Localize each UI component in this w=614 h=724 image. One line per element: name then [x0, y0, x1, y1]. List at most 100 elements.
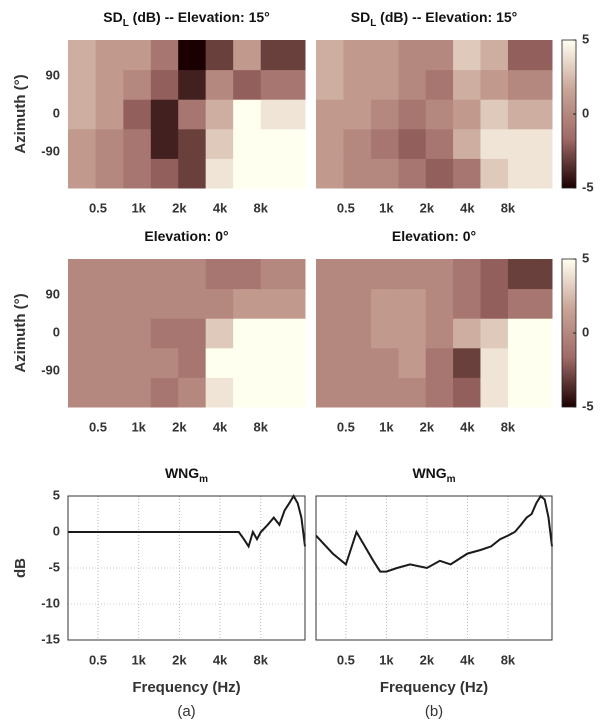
heatmap-cell [68, 158, 97, 189]
x-tick-label: 0.5 [337, 419, 355, 434]
heatmap-cell [68, 347, 97, 378]
x-tick-label: 0.5 [89, 419, 107, 434]
y-tick-label: 90 [46, 286, 60, 301]
x-tick-label: 0.5 [89, 652, 107, 667]
heatmap-cell [371, 99, 399, 130]
x-tick-label: 1k [131, 652, 146, 667]
heatmap-cell [453, 40, 481, 71]
heatmap-cell [95, 40, 124, 71]
heatmap-cell [233, 288, 262, 319]
heatmap-cell [205, 377, 234, 408]
heatmap-cell [343, 158, 372, 189]
heatmap-cell [123, 40, 152, 71]
heatmap-cell [371, 288, 399, 319]
heatmap-cell [316, 99, 344, 130]
heatmap-cell [398, 288, 427, 319]
x-tick-label: 4k [213, 652, 228, 667]
heatmap-cell [150, 347, 179, 378]
heatmap-cell [316, 69, 344, 100]
heatmap-cell [398, 158, 427, 189]
heatmap-cell [480, 377, 509, 408]
heatmap-cell [480, 318, 509, 349]
heatmap-cell [205, 158, 234, 189]
y-tick-label: 0 [53, 105, 60, 120]
heatmap-cell [205, 40, 234, 71]
x-tick-label: 8k [254, 419, 269, 434]
heatmap-cell [95, 99, 124, 130]
panel-title: Elevation: 0° [392, 228, 476, 244]
heatmap-cell [95, 259, 124, 290]
x-tick-label: 4k [460, 419, 475, 434]
heatmap-cell [507, 40, 553, 71]
line-series [315, 494, 553, 573]
x-tick-label: 2k [172, 652, 187, 667]
heatmap-cell [205, 318, 234, 349]
heatmap-cell [480, 158, 509, 189]
heatmap-cell [343, 377, 372, 408]
heatmap-cell [480, 69, 509, 100]
heatmap-cell [150, 99, 179, 130]
colorbar-tick-label: -5 [582, 179, 594, 194]
heatmap-cell [425, 158, 454, 189]
heatmap-cell [260, 288, 306, 319]
heatmap-cell [68, 259, 97, 290]
heatmap-cell [507, 99, 553, 130]
heatmap-cell [68, 128, 97, 159]
title-subscript: L [370, 18, 376, 29]
x-tick-label: 8k [501, 419, 516, 434]
heatmap-cell [398, 347, 427, 378]
heatmap-cell [260, 259, 306, 290]
y-tick-label: -10 [41, 595, 60, 610]
heatmap-cell [233, 99, 262, 130]
x-tick-label: 0.5 [89, 200, 107, 215]
y-axis-label: dB [12, 558, 29, 578]
heatmap-cell [178, 128, 207, 159]
heatmap-cell [123, 377, 152, 408]
y-axis-label: Azimuth (°) [12, 74, 29, 153]
heatmap-cell [343, 318, 372, 349]
title-rest: (dB) -- Elevation: 15° [129, 9, 270, 25]
heatmap-cell [507, 128, 553, 159]
heatmap-cell [453, 318, 481, 349]
colorbar-tick-label: 5 [582, 250, 589, 265]
heatmap-cell [316, 347, 344, 378]
heatmap-cell [95, 347, 124, 378]
heatmap-cell [425, 259, 454, 290]
panel-title: WNGm [165, 465, 208, 485]
panel-title: SDL (dB) -- Elevation: 15° [351, 9, 518, 29]
colorbar-tick-label: 0 [582, 105, 589, 120]
y-axis-label: Azimuth (°) [12, 293, 29, 372]
colorbar-tick-label: 0 [582, 324, 589, 339]
heatmap-cell [453, 347, 481, 378]
heatmap-cell [398, 40, 427, 71]
x-tick-label: 2k [420, 652, 435, 667]
heatmap-cell [95, 318, 124, 349]
heatmap-cell [123, 347, 152, 378]
heatmap-cell [480, 128, 509, 159]
heatmap-cell [371, 377, 399, 408]
panel-title: Elevation: 0° [144, 228, 228, 244]
x-tick-label: 4k [460, 200, 475, 215]
heatmap-cell [371, 259, 399, 290]
title-subscript: m [447, 474, 456, 485]
y-tick-label: 0 [53, 324, 60, 339]
heatmap-cell [316, 377, 344, 408]
heatmap-cell [260, 347, 306, 378]
x-tick-label: 1k [379, 200, 394, 215]
heatmap-cell [425, 318, 454, 349]
line-series [68, 494, 306, 549]
heatmap-cell [178, 288, 207, 319]
heatmap-cell [205, 99, 234, 130]
heatmap-cell [343, 99, 372, 130]
heatmap-cell [178, 158, 207, 189]
heatmap-cell [68, 377, 97, 408]
heatmap-cell [507, 288, 553, 319]
heatmap-cell [398, 128, 427, 159]
heatmap-cell [178, 69, 207, 100]
title-main: WNG [412, 465, 446, 481]
x-tick-label: 2k [420, 419, 435, 434]
heatmap-cell [371, 69, 399, 100]
x-axis-label: Frequency (Hz) [132, 679, 240, 696]
heatmap-cell [150, 318, 179, 349]
heatmap-cell [178, 347, 207, 378]
